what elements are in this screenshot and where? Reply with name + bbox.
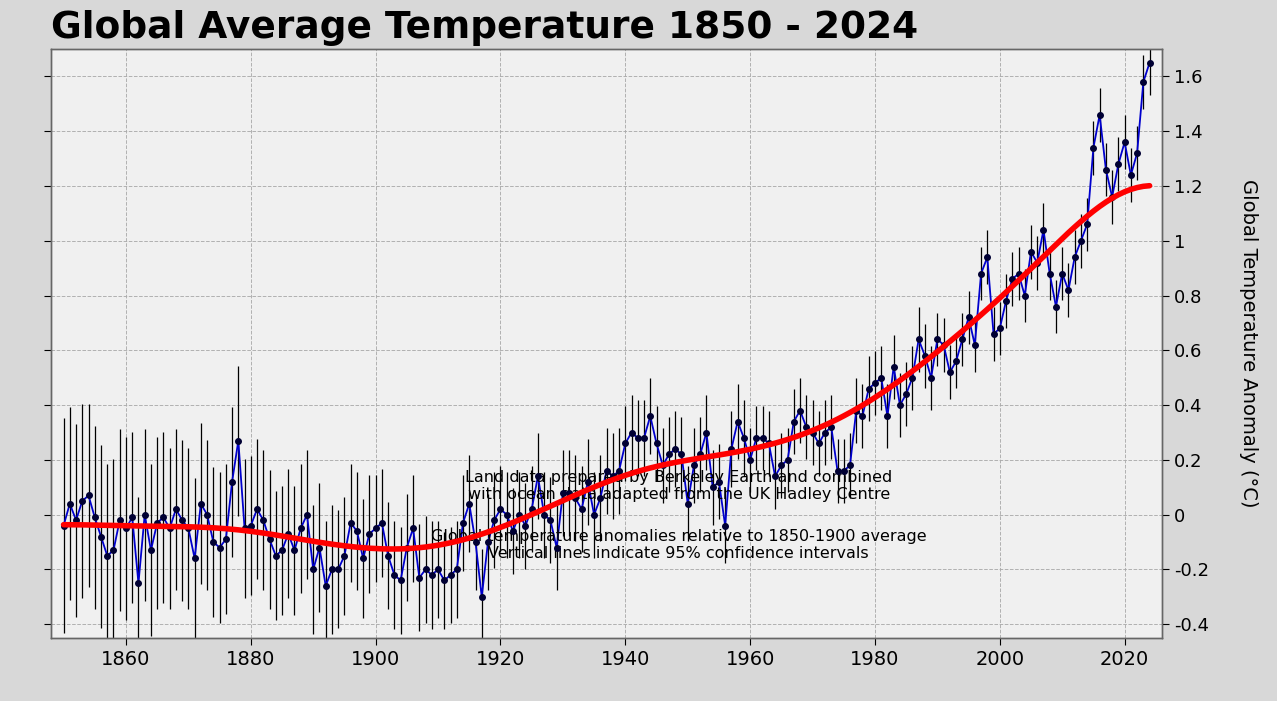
Y-axis label: Global Temperature Anomaly (°C): Global Temperature Anomaly (°C) [1240,179,1258,508]
Text: Land data prepared by Berkeley Earth and combined
with ocean data adapted from t: Land data prepared by Berkeley Earth and… [465,470,893,503]
Text: Global temperature anomalies relative to 1850-1900 average
Vertical lines indica: Global temperature anomalies relative to… [430,529,927,562]
Text: Global Average Temperature 1850 - 2024: Global Average Temperature 1850 - 2024 [51,10,918,46]
